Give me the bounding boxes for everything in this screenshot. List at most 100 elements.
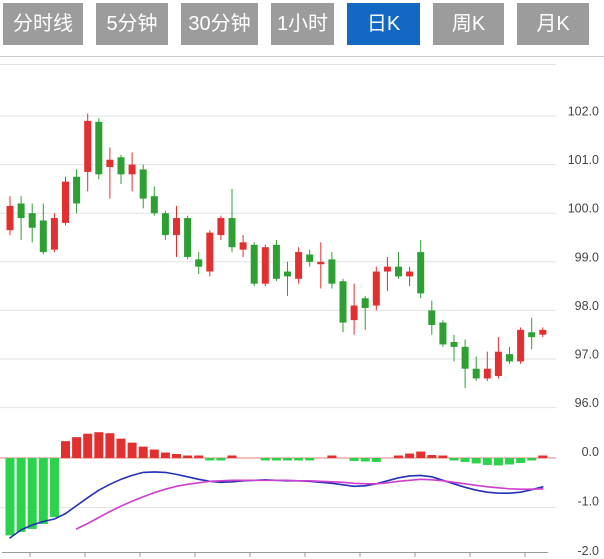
price-tick-label: 100.0 [568, 202, 599, 216]
x-axis [2, 552, 548, 557]
candle-body [128, 164, 136, 175]
candle-body [150, 196, 158, 214]
macd-bar-negative [27, 458, 37, 529]
macd-tick-label: 0.0 [582, 445, 599, 459]
macd-bar-negative [527, 458, 537, 461]
candle-body [28, 213, 36, 228]
macd-bar-negative [16, 458, 26, 532]
candle-body [428, 310, 436, 325]
macd-bar-positive [194, 455, 204, 458]
dif-line [9, 471, 544, 539]
macd-bar-positive [72, 437, 82, 458]
candle-body [494, 351, 502, 377]
macd-bar-negative [360, 458, 370, 462]
tab-daily-k[interactable]: 日K [347, 3, 420, 45]
macd-bar-negative [205, 458, 215, 461]
candle-body [6, 205, 14, 231]
macd-bar-negative [460, 458, 470, 462]
candle-body [328, 259, 336, 284]
candle-body [106, 159, 114, 168]
candle-body [506, 354, 513, 362]
macd-bar-negative [349, 458, 359, 461]
price-tick-label: 102.0 [568, 105, 599, 119]
macd-bar-negative [371, 458, 381, 462]
macd-bar-negative [49, 458, 59, 518]
candle-body [372, 271, 380, 306]
price-axis-labels: 102.0 101.0 100.0 99.0 98.0 97.0 96.0 [568, 105, 599, 411]
macd-bar-positive [116, 438, 126, 458]
macd-bar-negative [216, 458, 226, 461]
macd-tick-label: -1.0 [577, 495, 599, 509]
candle-body [206, 232, 214, 272]
dea-line [75, 478, 544, 530]
tab-1hour[interactable]: 1小时 [271, 3, 334, 45]
macd-bar-negative [283, 458, 292, 461]
macd-bar-negative [260, 458, 270, 461]
macd-bar-positive [438, 455, 448, 458]
macd-bar-negative [471, 458, 481, 464]
candle-body [95, 121, 103, 175]
macd-bar-positive [105, 433, 115, 458]
macd-bar-positive [394, 455, 403, 458]
price-tick-label: 98.0 [575, 299, 599, 313]
macd-bar-positive [416, 451, 426, 458]
timeframe-tab-bar: 分时线 5分钟 30分钟 1小时 日K 周K 月K [3, 3, 589, 45]
macd-tick-label: -2.0 [577, 544, 599, 558]
candle-body [139, 169, 147, 199]
macd-bar-positive [61, 441, 70, 458]
candle-body [17, 203, 25, 219]
macd-bar-negative [38, 458, 48, 524]
candle-body [161, 213, 169, 236]
candle-body [39, 220, 47, 253]
macd-bar-positive [227, 455, 237, 458]
price-gridlines [0, 64, 556, 409]
candle-body [261, 247, 269, 284]
candle-body [350, 305, 358, 321]
candle-body [539, 329, 547, 335]
candle-body [406, 271, 414, 277]
candle-body [528, 332, 536, 338]
candle-body [184, 218, 192, 257]
macd-bar-positive [149, 449, 159, 458]
macd-bar-negative [482, 458, 492, 465]
candle-body [195, 259, 203, 267]
candle-body [228, 218, 236, 248]
candle-body [383, 266, 391, 272]
price-tick-label: 96.0 [575, 396, 599, 410]
macd-bar-positive [138, 446, 148, 458]
candle-body [461, 346, 469, 369]
candle-body [62, 181, 69, 223]
candle-body [84, 120, 92, 172]
macd-bar-positive [160, 452, 170, 458]
macd-histogram [5, 432, 548, 536]
tab-5min[interactable]: 5分钟 [96, 3, 168, 45]
tab-weekly-k[interactable]: 周K [433, 3, 504, 45]
macd-bar-negative [493, 458, 503, 466]
price-tick-label: 101.0 [568, 153, 599, 167]
candle-body [272, 244, 280, 279]
candle-body [439, 322, 447, 345]
macd-bar-negative [516, 458, 526, 463]
candle-body [295, 252, 303, 279]
macd-bar-negative [449, 458, 459, 461]
macd-bar-negative [271, 458, 281, 461]
candle-body [361, 298, 369, 308]
macd-bar-positive [83, 433, 93, 458]
candle-body [395, 266, 402, 277]
macd-bar-positive [183, 455, 193, 458]
candle-body [217, 218, 225, 236]
candle-body [50, 218, 58, 250]
candle-body [73, 176, 81, 204]
tab-monthly-k[interactable]: 月K [517, 3, 589, 45]
macd-bar-negative [505, 458, 514, 465]
candle-body [450, 341, 458, 347]
candle-body [483, 368, 491, 379]
macd-bar-positive [94, 432, 104, 458]
tab-timeline[interactable]: 分时线 [3, 3, 83, 45]
candle-body [417, 252, 425, 294]
price-tick-label: 99.0 [575, 250, 599, 264]
candle-body [173, 218, 180, 236]
tab-30min[interactable]: 30分钟 [181, 3, 258, 45]
macd-bar-positive [172, 454, 181, 458]
